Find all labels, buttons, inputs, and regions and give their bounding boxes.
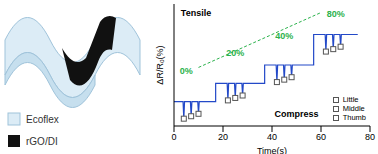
svg-text:ΔR/R₀(%): ΔR/R₀(%) bbox=[155, 45, 165, 84]
svg-text:Time(s): Time(s) bbox=[257, 146, 287, 154]
svg-text:80: 80 bbox=[365, 132, 370, 142]
html-text:Little: Little bbox=[342, 95, 359, 104]
html-text:Thumb: Thumb bbox=[342, 113, 366, 122]
svg-text:Compress: Compress bbox=[274, 109, 318, 119]
svg-text:Tensile: Tensile bbox=[181, 8, 211, 18]
svg-text:80%: 80% bbox=[327, 9, 345, 19]
svg-text:40: 40 bbox=[267, 132, 277, 142]
svg-text:Ecoflex: Ecoflex bbox=[26, 114, 59, 125]
svg-text:0: 0 bbox=[171, 132, 176, 142]
svg-text:rGO/DI: rGO/DI bbox=[26, 136, 58, 147]
svg-text:0%: 0% bbox=[180, 66, 193, 76]
html-text:Middle: Middle bbox=[342, 104, 365, 113]
svg-text:40%: 40% bbox=[275, 31, 293, 41]
svg-text:20%: 20% bbox=[226, 48, 244, 58]
svg-text:60: 60 bbox=[316, 132, 326, 142]
svg-text:20: 20 bbox=[218, 132, 228, 142]
